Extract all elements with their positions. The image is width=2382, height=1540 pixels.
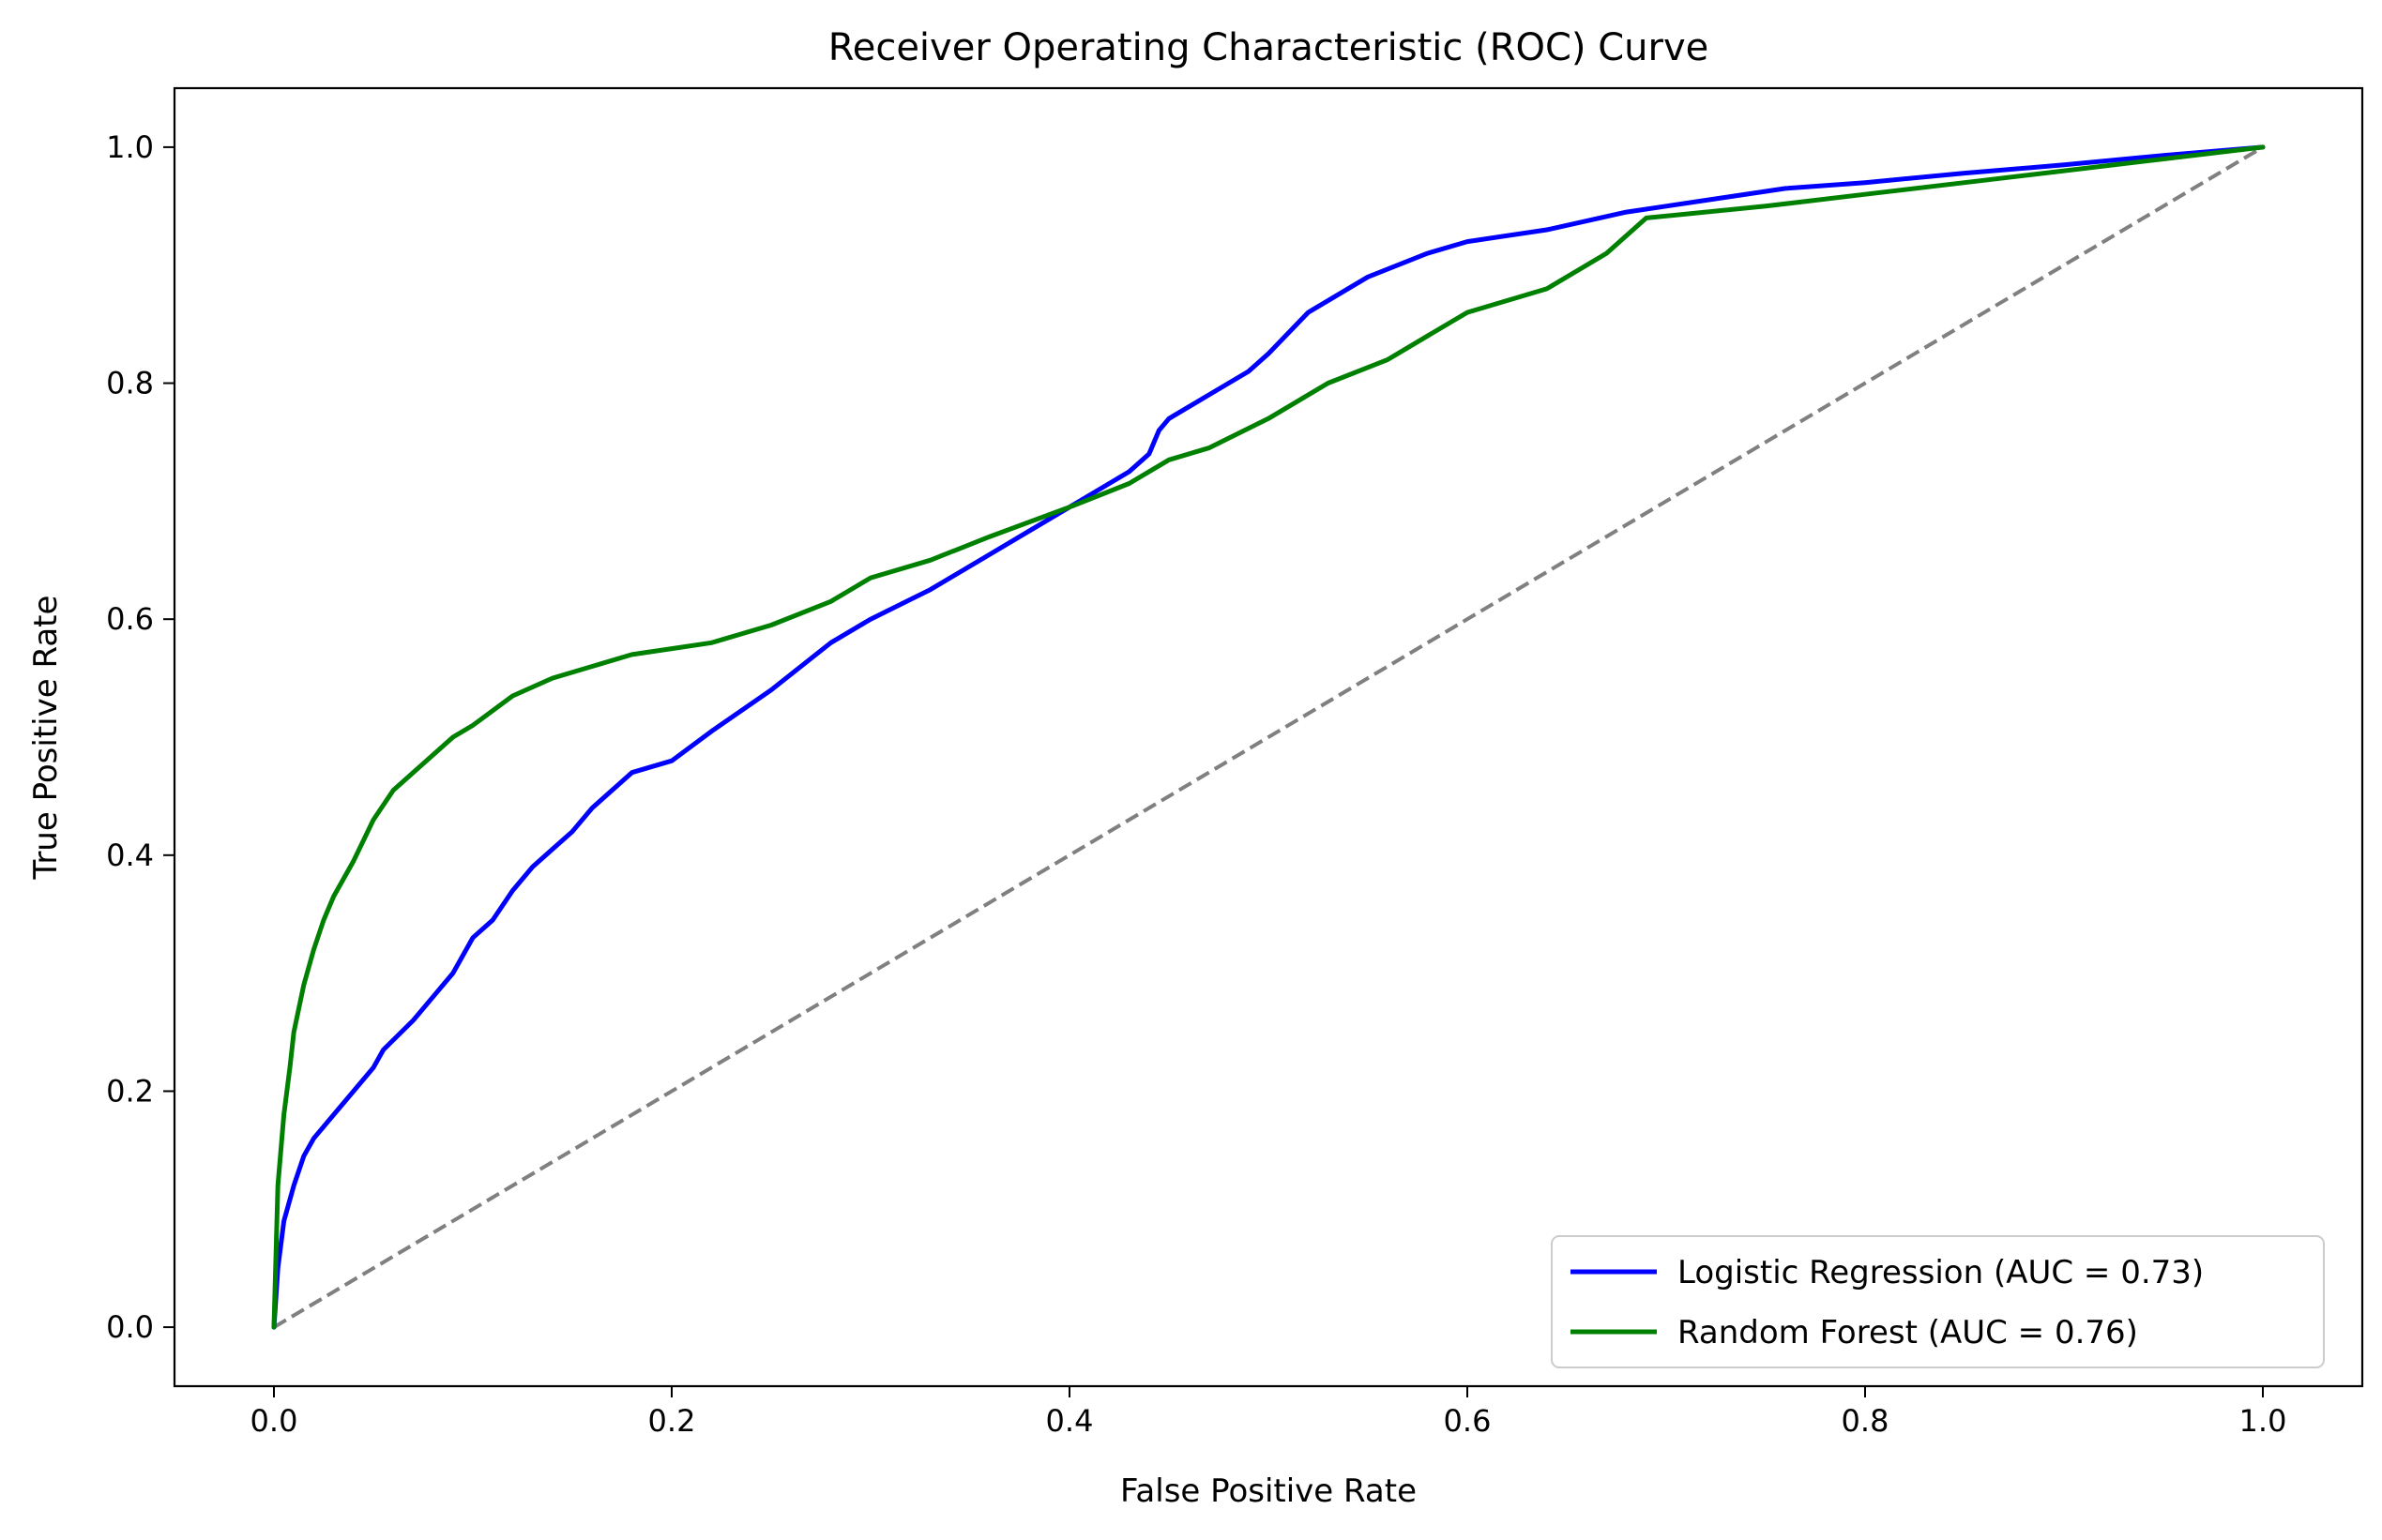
- y-tick-label: 0.4: [106, 838, 154, 873]
- x-tick-label: 0.2: [648, 1403, 696, 1439]
- y-tick-label: 0.2: [106, 1073, 154, 1109]
- legend: Logistic Regression (AUC = 0.73) Random …: [1551, 1235, 2325, 1368]
- y-tick-label: 0.0: [106, 1309, 154, 1345]
- axes-frame: [173, 86, 2364, 1388]
- plot-area: [271, 144, 2266, 1330]
- y-tick-label: 0.8: [106, 366, 154, 401]
- y-axis-label: True Positive Rate: [27, 596, 65, 881]
- x-axis-ticks: 0.0 0.2 0.4 0.6 0.8 1.0: [250, 1386, 2287, 1439]
- legend-label-random-forest: Random Forest (AUC = 0.76): [1677, 1314, 2138, 1351]
- legend-label-logistic-regression: Logistic Regression (AUC = 0.73): [1677, 1254, 2204, 1291]
- series-line-random-forest: [271, 144, 2266, 1330]
- y-tick-label: 1.0: [106, 129, 154, 165]
- x-tick-label: 0.0: [250, 1403, 298, 1439]
- y-axis-ticks: 0.0 0.2 0.4 0.6 0.8 1.0: [106, 129, 174, 1345]
- series-line-chance-diagonal: [272, 145, 2265, 1329]
- x-tick-label: 0.8: [1842, 1403, 1889, 1439]
- x-tick-label: 0.4: [1046, 1403, 1094, 1439]
- y-tick-label: 0.6: [106, 601, 154, 637]
- x-axis-label: False Positive Rate: [1120, 1472, 1417, 1510]
- x-tick-label: 1.0: [2239, 1403, 2287, 1439]
- series-line-logistic-regression: [271, 144, 2266, 1330]
- legend-box: [1551, 1235, 2325, 1368]
- x-tick-label: 0.6: [1444, 1403, 1492, 1439]
- chart-title: Receiver Operating Characteristic (ROC) …: [828, 26, 1709, 69]
